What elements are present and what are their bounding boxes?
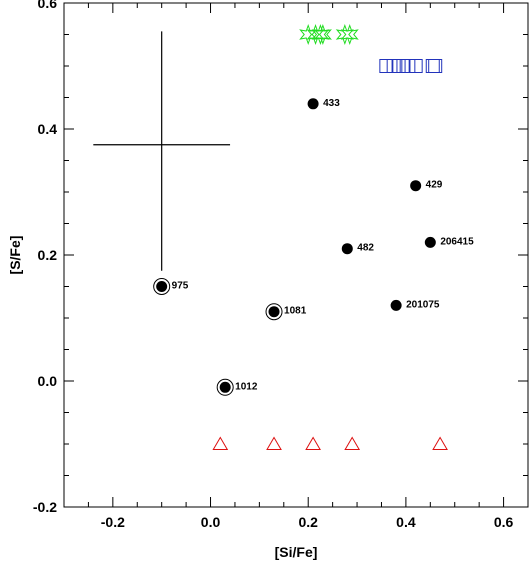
- data-point-triangle: [212, 436, 229, 450]
- data-point-star: [299, 24, 318, 45]
- y-tick-label: 0.0: [38, 373, 58, 389]
- tick-labels: -0.2 0.0 0.2 0.4 0.6 -0.2 0.0 0.2 0.4 0.6: [33, 0, 514, 530]
- x-tick-label: 0.0: [201, 514, 221, 530]
- point-label: 482: [357, 243, 374, 254]
- y-tick-label: -0.2: [33, 499, 57, 515]
- error-bar: [93, 31, 231, 271]
- data-point-triangle: [432, 436, 448, 450]
- point-label: 1081: [284, 306, 307, 317]
- data-point-ringed: [156, 281, 168, 292]
- x-tick-label: 0.4: [396, 514, 416, 530]
- data-point-square: [401, 59, 416, 73]
- y-tick-label: 0.6: [38, 0, 58, 11]
- data-point-filled: [341, 243, 353, 255]
- y-axis-label: [S/Fe]: [7, 236, 23, 275]
- data-point-filled: [424, 236, 436, 248]
- plot-frame: [63, 2, 529, 508]
- data-points: [153, 24, 448, 450]
- data-point-triangle: [344, 436, 361, 450]
- data-point-filled: [390, 299, 402, 311]
- data-point-ring: [153, 278, 171, 295]
- data-point-ring: [265, 303, 283, 321]
- data-point-square: [379, 59, 394, 73]
- point-labels: 433 429 482 206415 201075 975 1081 1012: [172, 98, 474, 392]
- x-tick-label: 0.6: [494, 514, 514, 530]
- data-point-filled: [307, 98, 319, 110]
- data-point-triangle: [266, 436, 282, 450]
- data-point-square: [391, 59, 406, 73]
- data-point-ring: [216, 378, 234, 396]
- point-label: 201075: [406, 299, 440, 310]
- data-point-filled: [410, 180, 422, 192]
- x-axis-label: [Si/Fe]: [275, 544, 318, 560]
- data-point-ringed: [219, 381, 231, 393]
- point-label: 433: [323, 98, 340, 109]
- y-tick-label: 0.4: [38, 121, 58, 137]
- x-tick-label: 0.2: [298, 514, 318, 530]
- axis-ticks: [64, 2, 529, 508]
- data-point-star: [335, 24, 354, 45]
- point-label: 206415: [440, 236, 474, 247]
- data-point-square: [396, 59, 411, 73]
- point-label: 1012: [235, 381, 258, 392]
- data-point-star: [313, 24, 332, 45]
- data-point-square: [386, 59, 401, 73]
- x-tick-label: -0.2: [101, 514, 125, 530]
- y-tick-label: 0.2: [38, 247, 58, 263]
- data-point-square: [428, 59, 443, 73]
- data-point-ringed: [268, 306, 280, 318]
- point-label: 429: [426, 180, 443, 191]
- point-label: 975: [172, 281, 189, 292]
- data-point-triangle: [305, 436, 321, 450]
- data-point-star: [340, 24, 359, 45]
- data-point-square: [408, 59, 423, 73]
- data-point-star: [306, 24, 325, 45]
